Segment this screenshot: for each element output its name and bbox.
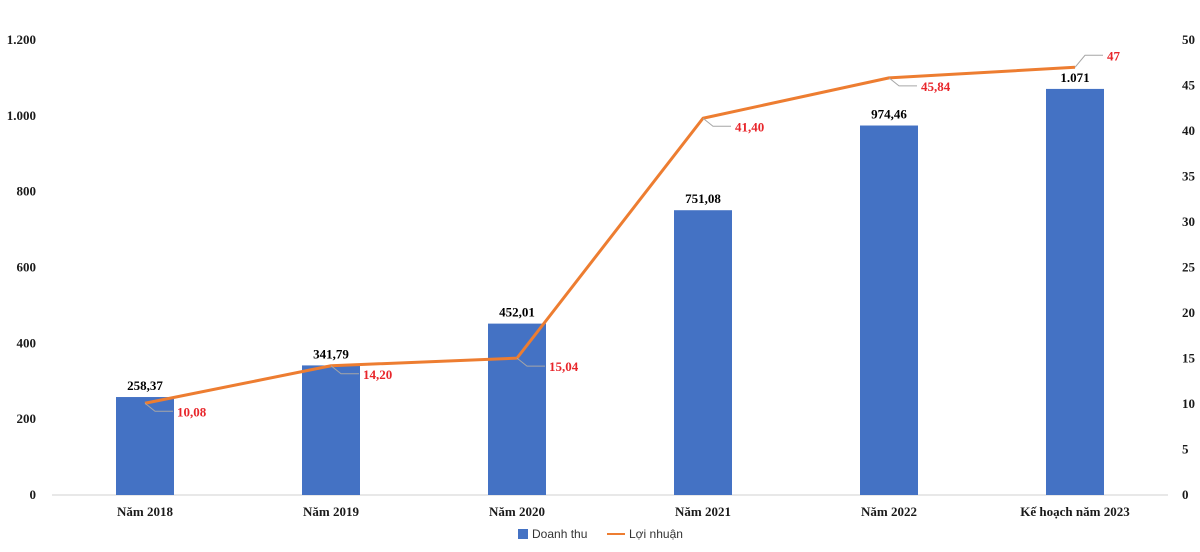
line-label-leader	[1074, 54, 1103, 68]
legend-label-bar: Doanh thu	[532, 527, 587, 541]
bar	[302, 365, 360, 495]
category-label: Năm 2020	[489, 504, 545, 519]
bar-series: 258,37 341,79 452,01 751,08 974,46 1.071	[116, 70, 1104, 496]
category-label: Kế hoạch năm 2023	[1020, 504, 1130, 519]
bar-data-label: 258,37	[127, 378, 163, 393]
line-label-leader	[330, 365, 359, 375]
right-tick-label: 35	[1182, 169, 1196, 184]
left-tick-label: 800	[17, 184, 37, 199]
line-path	[144, 65, 1076, 405]
bar-data-label: 1.071	[1060, 70, 1089, 85]
line-data-label: 47	[1107, 48, 1121, 63]
right-tick-label: 50	[1182, 32, 1195, 47]
category-label: Năm 2021	[675, 504, 731, 519]
legend-swatch-bar	[518, 529, 528, 539]
left-tick-label: 1.000	[7, 108, 36, 123]
line-data-label: 10,08	[177, 404, 207, 419]
bar	[116, 397, 174, 495]
legend-label-line: Lợi nhuận	[629, 527, 683, 541]
right-tick-label: 0	[1182, 487, 1189, 502]
right-tick-label: 10	[1182, 396, 1195, 411]
left-tick-label: 1.200	[7, 32, 36, 47]
bar	[674, 210, 732, 495]
right-tick-label: 5	[1182, 442, 1189, 457]
left-tick-label: 200	[17, 411, 37, 426]
right-tick-label: 25	[1182, 260, 1196, 275]
bar	[1046, 88, 1104, 495]
bar-data-label: 974,46	[871, 107, 907, 122]
bar-data-label: 452,01	[499, 305, 535, 320]
left-tick-label: 400	[17, 335, 37, 350]
left-tick-label: 600	[17, 260, 37, 275]
line-data-label: 15,04	[549, 359, 579, 374]
line-data-label: 14,20	[363, 367, 392, 382]
right-tick-label: 15	[1182, 351, 1196, 366]
line-label-leader	[888, 77, 917, 87]
category-label: Năm 2018	[117, 504, 173, 519]
category-label: Năm 2022	[861, 504, 917, 519]
bar-data-label: 341,79	[313, 346, 349, 361]
right-axis: 0 5 10 15 20 25 30 35 40 45 50	[1182, 32, 1196, 502]
legend: Doanh thu Lợi nhuận	[518, 527, 683, 541]
bar	[860, 125, 918, 496]
left-tick-label: 0	[30, 487, 37, 502]
line-label-leader	[516, 357, 545, 367]
line-data-label: 41,40	[735, 119, 764, 134]
right-tick-label: 40	[1182, 123, 1195, 138]
x-axis: Năm 2018 Năm 2019 Năm 2020 Năm 2021 Năm 2022…	[117, 504, 1130, 519]
line-data-label: 45,84	[921, 79, 951, 94]
right-tick-label: 20	[1182, 305, 1195, 320]
left-axis: 0 200 400 600 800 1.000 1.200	[7, 32, 36, 502]
bar	[488, 323, 546, 495]
category-label: Năm 2019	[303, 504, 359, 519]
line-series: 10,08 14,20 15,04 41,40 45,84 47	[144, 48, 1121, 419]
right-tick-label: 45	[1182, 78, 1196, 93]
bar-data-label: 751,08	[685, 191, 721, 206]
line-label-leader	[144, 402, 173, 412]
right-tick-label: 30	[1182, 214, 1195, 229]
line-label-leader	[702, 117, 731, 127]
